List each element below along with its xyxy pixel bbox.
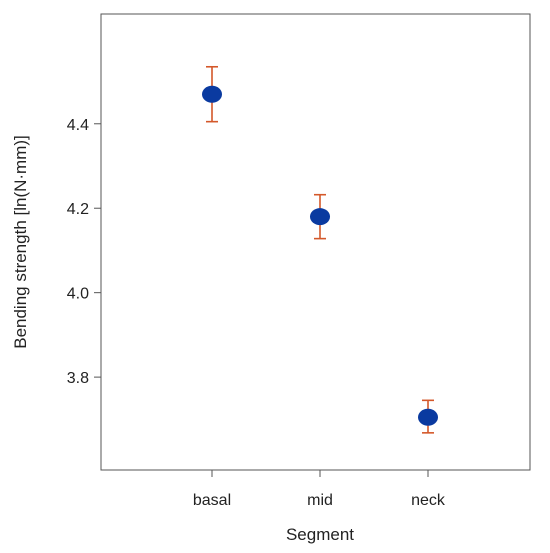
x-axis-title: Segment: [286, 525, 354, 544]
y-tick-label: 3.8: [67, 370, 89, 387]
data-point: [418, 408, 438, 426]
plot-area: [100, 13, 531, 471]
x-axis: basal mid neck: [193, 470, 446, 509]
data-marks: [202, 65, 438, 434]
data-point: [202, 85, 222, 103]
x-tick-label: neck: [411, 492, 446, 509]
y-tick-label: 4.0: [67, 286, 89, 303]
y-axis-title: Bending strength [ln(N·mm)]: [11, 135, 30, 349]
y-tick-label: 4.2: [67, 201, 89, 218]
y-tick-label: 4.4: [67, 117, 89, 134]
y-axis: 3.8 4.0 4.2 4.4: [67, 117, 101, 387]
x-tick-label: mid: [307, 492, 333, 509]
data-point: [310, 208, 330, 226]
x-tick-label: basal: [193, 492, 231, 509]
